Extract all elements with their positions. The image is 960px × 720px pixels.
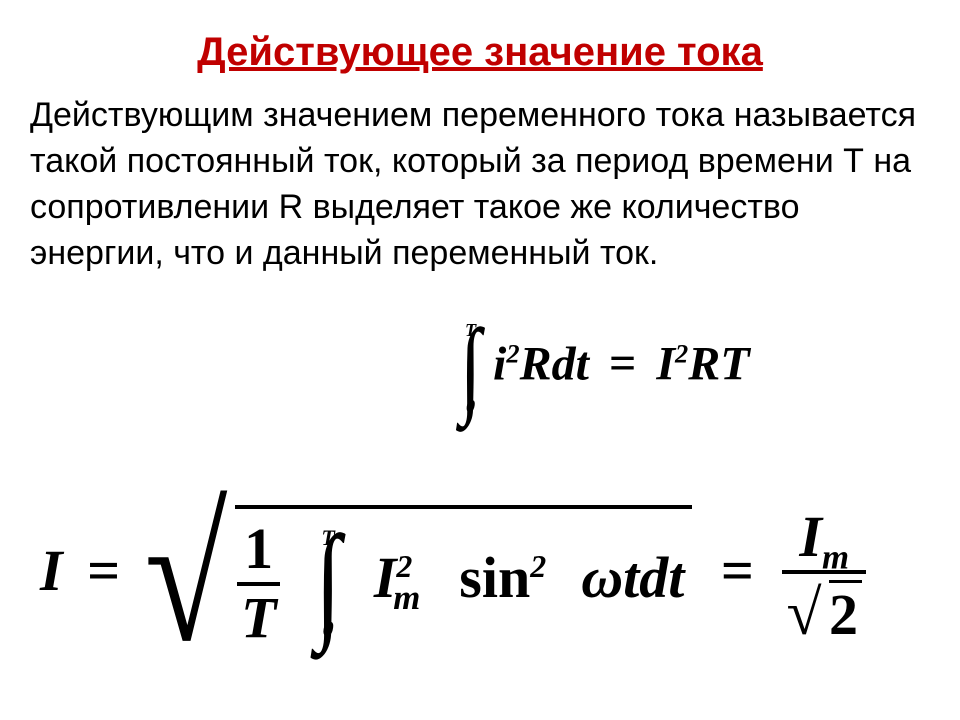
formula-2-equals-1: = (87, 538, 120, 603)
formula-2: I = √ 1 T T ∫ 0 I2m sin2 ωtdt (40, 490, 866, 663)
fraction-1-over-T: 1 T (237, 519, 280, 649)
formula-1-I-exp: 2 (675, 338, 688, 368)
sqrt-outer: √ 1 T T ∫ 0 I2m sin2 ωtdt (145, 490, 693, 663)
integral-lower-limit: 0 (466, 396, 475, 417)
frac-den-T: T (237, 586, 280, 649)
formula-1-i-exp: 2 (506, 338, 519, 368)
formula-1-I: I (656, 337, 675, 390)
formula-1-lhs-tail: Rdt (520, 337, 589, 390)
formula-2-sin: sin (459, 545, 530, 610)
sqrt-2: √ 2 (786, 577, 862, 646)
integral2-lower-limit: 0 (323, 616, 334, 642)
slide-title: Действующее значение тока (30, 30, 930, 75)
integral-sign-2: T ∫ 0 (315, 537, 340, 630)
formula-1-rhs-tail: RT (688, 337, 749, 390)
formula-2-Ivar-sub: m (393, 578, 420, 617)
integral-sign-1: T ∫ 0 (460, 330, 481, 407)
formula-1: T ∫ 0 i2Rdt = I2RT (460, 330, 750, 407)
definition-text: Действующим значением переменного тока н… (30, 93, 930, 277)
sqrt-2-body: 2 (829, 580, 862, 646)
frac-num-1: 1 (237, 519, 280, 586)
formula-2-rhs-Im: I (799, 504, 822, 569)
formula-2-I-lhs: I (40, 538, 63, 603)
fraction-Im-over-sqrt2: Im √ 2 (782, 507, 866, 646)
formula-2-rhs-Im-sub: m (822, 538, 849, 577)
formula-1-equals: = (609, 337, 636, 390)
formula-2-equals-2: = (721, 538, 754, 603)
formula-2-omega-tdt: ωtdt (581, 545, 684, 610)
slide: Действующее значение тока Действующим зн… (0, 0, 960, 720)
formula-1-i: i (493, 337, 506, 390)
formula-2-sin-exp: 2 (530, 548, 546, 583)
